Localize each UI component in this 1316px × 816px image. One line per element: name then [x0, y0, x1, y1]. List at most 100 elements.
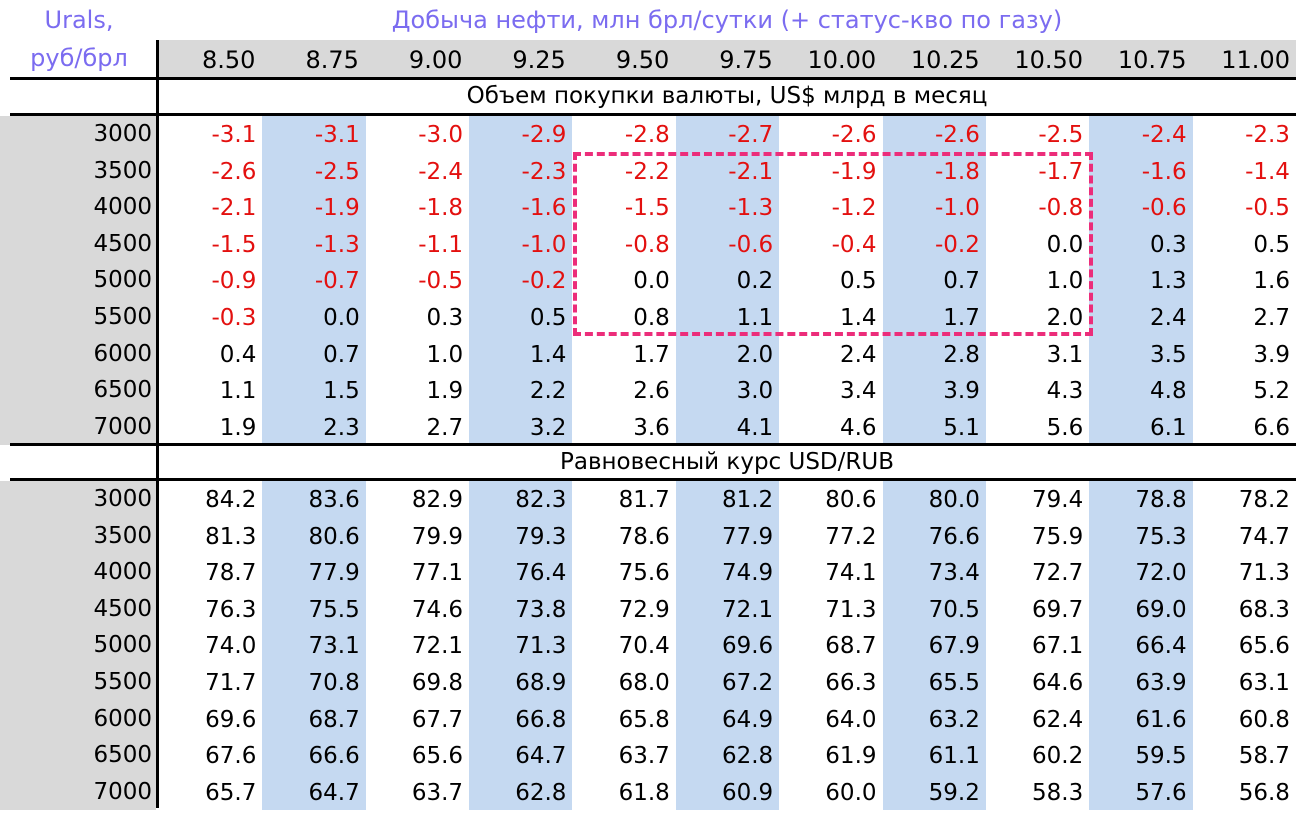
table-cell: 79.4 — [1032, 487, 1084, 513]
table-cell: 68.9 — [469, 663, 573, 701]
table-cell: 58.3 — [1032, 779, 1084, 806]
table-cell: -1.6 — [1089, 152, 1193, 190]
table-cell: 1.1 — [675, 298, 780, 336]
table-cell: -0.2 — [882, 225, 986, 263]
section-divider — [10, 478, 1296, 481]
table-cell: -3.1 — [262, 116, 366, 153]
table-cell: 2.8 — [882, 335, 986, 373]
table-cell: -2.7 — [675, 116, 780, 153]
table-cell: 71.3 — [825, 596, 877, 623]
table-cell: 73.1 — [262, 627, 366, 664]
row-label: 4000 — [0, 554, 156, 591]
table-row: 6000 0.4 0.7 1.0 1.4 1.7 2.0 2.4 2.8 3.1 3.5 3.9 — [0, 335, 1296, 373]
fx-purchases-block: 3000 -3.1 -3.1 -3.0 -2.9 -2.8 -2.7 -2.6 -2.6 -2.5… — [0, 116, 1296, 446]
table-cell: 67.2 — [675, 663, 780, 701]
table-cell: 77.9 — [262, 554, 366, 591]
table-cell: -0.5 — [1245, 195, 1290, 222]
table-cell: 1.7 — [882, 298, 986, 336]
table-cell: 74.1 — [825, 560, 877, 587]
table-cell: 6.1 — [1089, 408, 1193, 446]
table-cell: 64.7 — [262, 773, 366, 811]
table-cell: 0.5 — [839, 268, 877, 295]
table-cell: 1.4 — [839, 304, 877, 331]
row-label: 6500 — [0, 372, 156, 409]
table-cell: 1.0 — [1046, 268, 1084, 295]
table-cell: 80.6 — [825, 487, 877, 513]
row-label: 4500 — [0, 225, 156, 263]
row-label: 7000 — [0, 773, 156, 811]
row-label-divider — [156, 40, 159, 808]
table-cell: -1.8 — [418, 195, 464, 222]
row-label: 5000 — [0, 262, 156, 299]
table-cell: 66.8 — [469, 700, 573, 738]
column-header: 9.75 — [719, 46, 773, 74]
table-cell: 0.5 — [1253, 231, 1290, 258]
table-cell: 81.2 — [675, 481, 780, 518]
row-label: 6500 — [0, 737, 156, 774]
table-cell: 61.1 — [882, 737, 986, 774]
table-cell: 63.1 — [1238, 669, 1290, 696]
table-cell: 2.6 — [633, 378, 670, 405]
table-cell: 71.3 — [1238, 560, 1290, 587]
table-cell: 64.9 — [675, 700, 780, 738]
table-cell: 1.3 — [1089, 262, 1193, 299]
table-cell: 0.7 — [882, 262, 986, 299]
table-cell: 69.0 — [1089, 590, 1193, 628]
table-cell: 3.5 — [1089, 335, 1193, 373]
table-cell: 68.7 — [825, 633, 877, 660]
table-cell: 2.2 — [469, 372, 573, 409]
table-cell: 67.7 — [411, 706, 464, 733]
table-cell: 68.7 — [262, 700, 366, 738]
table-row: 5500 -0.3 0.0 0.3 0.5 0.8 1.1 1.4 1.7 2.0 2.4 2.7 — [0, 298, 1296, 336]
table-cell: 65.7 — [205, 779, 257, 806]
table-row: 5000 74.0 73.1 72.1 71.3 70.4 69.6 68.7 67.9 67.1… — [0, 627, 1296, 664]
table-cell: 1.6 — [1253, 268, 1290, 295]
table-cell: 75.5 — [262, 590, 366, 628]
table-cell: -0.6 — [675, 225, 780, 263]
table-row: 5000 -0.9 -0.7 -0.5 -0.2 0.0 0.2 0.5 0.7 1.0 1.3 1.… — [0, 262, 1296, 299]
row-label: 3000 — [0, 481, 156, 518]
table-cell: -2.5 — [1038, 122, 1084, 148]
table-cell: 1.7 — [633, 341, 670, 368]
row-label: 3500 — [0, 517, 156, 555]
table-cell: 1.1 — [219, 378, 257, 405]
table-cell: 74.7 — [1238, 523, 1290, 550]
table-cell: 0.2 — [675, 262, 780, 299]
row-label: 4000 — [0, 189, 156, 226]
table-cell: 4.1 — [675, 408, 780, 446]
table-cell: 63.9 — [1089, 663, 1193, 701]
table-cell: 75.6 — [618, 560, 670, 587]
table-cell: -3.1 — [211, 122, 257, 148]
table-cell: 72.1 — [411, 633, 464, 660]
table-cell: -1.3 — [262, 225, 366, 263]
table-cell: -1.3 — [675, 189, 780, 226]
table-cell: -2.1 — [675, 152, 780, 190]
table-cell: -0.8 — [624, 231, 670, 258]
table-cell: -1.4 — [1245, 158, 1290, 185]
table-cell: 70.5 — [882, 590, 986, 628]
row-label: 7000 — [0, 408, 156, 446]
column-header: 9.50 — [615, 46, 670, 74]
table-cell: -2.2 — [624, 158, 670, 185]
table-cell: 61.6 — [1089, 700, 1193, 738]
table-row: 3000 84.2 83.6 82.9 82.3 81.7 81.2 80.6 80.0 79.4… — [0, 481, 1296, 518]
table-cell: 62.8 — [675, 737, 780, 774]
table-cell: 81.3 — [205, 523, 257, 550]
section-title-fx-purchases: Объем покупки валюты, US$ млрд в месяц — [466, 83, 988, 109]
table-cell: 76.3 — [205, 596, 257, 623]
header-divider — [10, 77, 1296, 80]
column-header: 10.25 — [910, 46, 980, 74]
table-cell: 74.9 — [675, 554, 780, 591]
row-label: 4500 — [0, 590, 156, 628]
table-cell: 70.8 — [262, 663, 366, 701]
table-cell: 2.0 — [675, 335, 780, 373]
row-label: 3500 — [0, 152, 156, 190]
table-cell: 84.2 — [205, 487, 257, 513]
table-cell: 1.4 — [469, 335, 573, 373]
table-cell: 3.6 — [633, 414, 670, 441]
table-cell: 72.9 — [618, 596, 670, 623]
table-cell: 5.2 — [1253, 378, 1290, 405]
table-cell: -1.9 — [262, 189, 366, 226]
table-cell: 4.3 — [1046, 378, 1084, 405]
table-cell: 65.8 — [618, 706, 670, 733]
